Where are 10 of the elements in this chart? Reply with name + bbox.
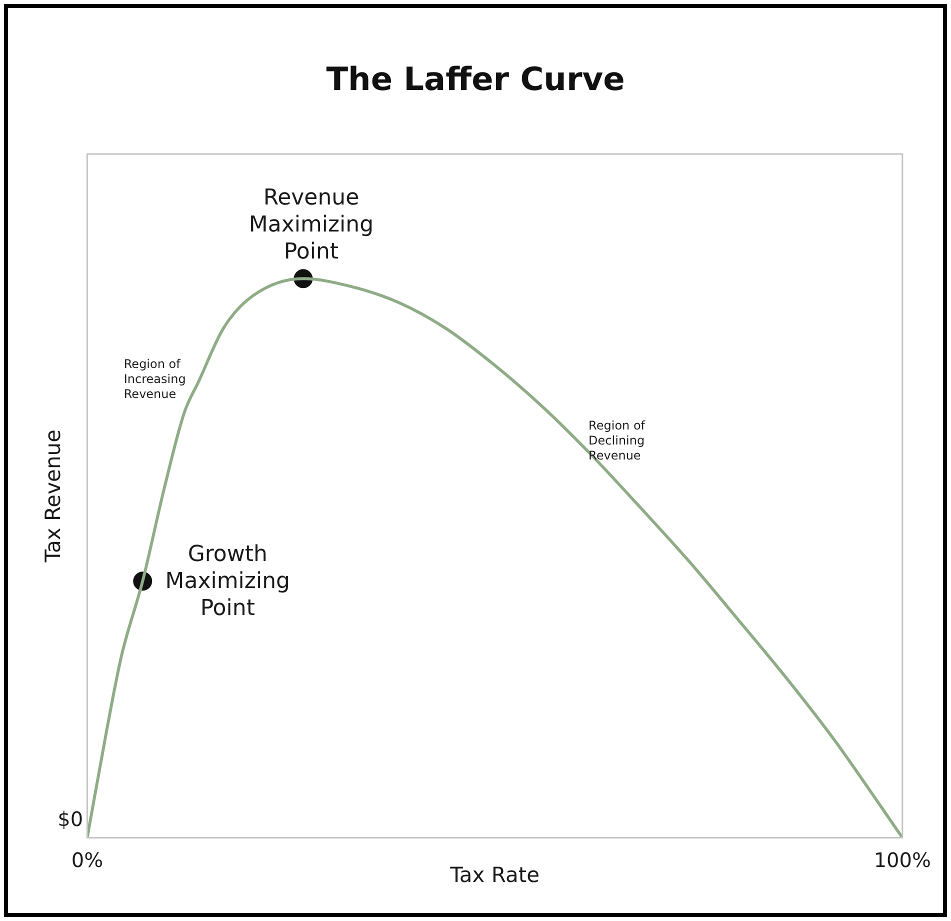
x-tick-label: 0%: [71, 848, 104, 872]
x-axis-title: Tax Rate: [449, 862, 540, 887]
annotation: Growth Maximizing Point: [165, 542, 290, 622]
y-axis-title: Tax Revenue: [41, 430, 66, 564]
text: $0: [58, 806, 84, 831]
x-tick-label: 100%: [874, 848, 932, 872]
chart-title: The Laffer Curve: [325, 60, 626, 98]
annotation: Region of Declining Revenue: [588, 418, 646, 462]
annotation: Region of Increasing Revenue: [124, 356, 186, 401]
annotation: Revenue Maximizing Point: [248, 186, 374, 265]
